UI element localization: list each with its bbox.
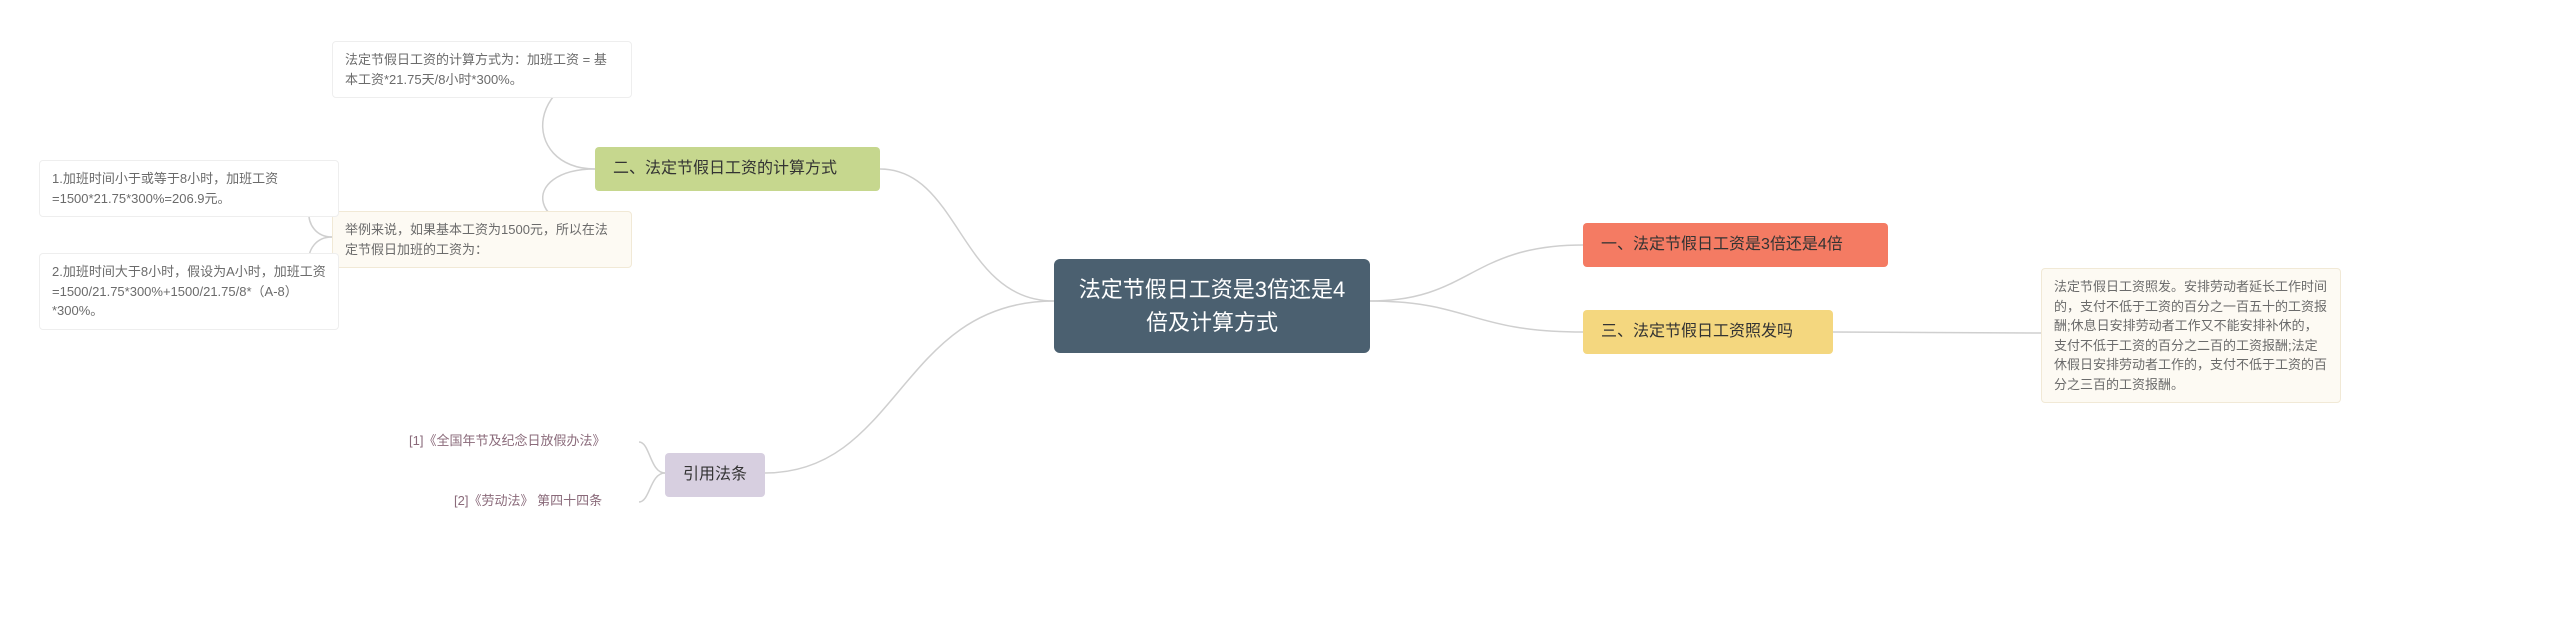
root-node[interactable]: 法定节假日工资是3倍还是4倍及计算方式 xyxy=(1054,259,1370,353)
leaf-4a: [1]《全国年节及纪念日放假办法》 xyxy=(409,431,639,451)
leaf-2a: 法定节假日工资的计算方式为：加班工资 = 基本工资*21.75天/8小时*300… xyxy=(332,41,632,98)
branch-4[interactable]: 引用法条 xyxy=(665,453,765,497)
branch-1[interactable]: 一、法定节假日工资是3倍还是4倍 xyxy=(1583,223,1888,267)
branch-3[interactable]: 三、法定节假日工资照发吗 xyxy=(1583,310,1833,354)
branch-2[interactable]: 二、法定节假日工资的计算方式 xyxy=(595,147,880,191)
leaf-3: 法定节假日工资照发。安排劳动者延长工作时间的，支付不低于工资的百分之一百五十的工… xyxy=(2041,268,2341,403)
leaf-2b2: 2.加班时间大于8小时，假设为A小时，加班工资=1500/21.75*300%+… xyxy=(39,253,339,330)
leaf-4b: [2]《劳动法》 第四十四条 xyxy=(454,491,639,511)
leaf-2b1: 1.加班时间小于或等于8小时，加班工资=1500*21.75*300%=206.… xyxy=(39,160,339,217)
mindmap-canvas: 法定节假日工资是3倍还是4倍及计算方式 一、法定节假日工资是3倍还是4倍 二、法… xyxy=(0,0,2560,623)
leaf-2b: 举例来说，如果基本工资为1500元，所以在法定节假日加班的工资为： xyxy=(332,211,632,268)
